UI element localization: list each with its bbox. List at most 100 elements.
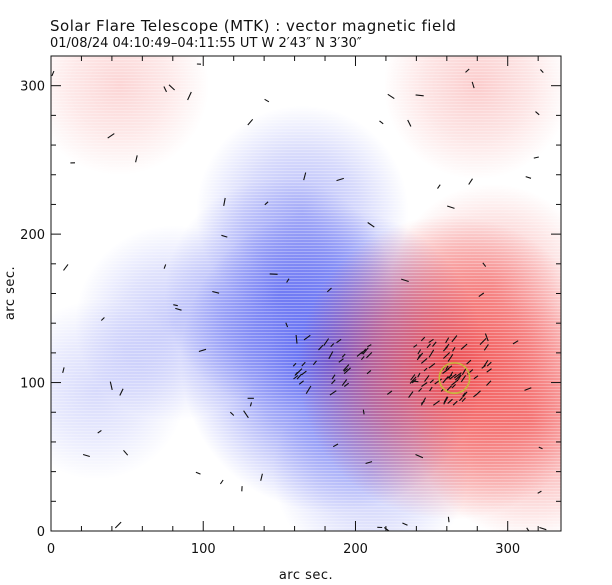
- field-vector: [367, 222, 375, 228]
- field-vector: [360, 356, 365, 361]
- field-vector: [114, 521, 122, 529]
- field-vector: [445, 337, 450, 344]
- field-vector: [123, 449, 129, 456]
- field-vector: [451, 384, 456, 389]
- field-vector: [247, 118, 254, 126]
- field-vector: [305, 385, 312, 394]
- field-vector: [418, 387, 423, 392]
- field-vector: [323, 338, 330, 346]
- x-tick-label: 200: [343, 542, 368, 557]
- field-vector: [442, 376, 449, 384]
- positive-polarity-region: [383, 56, 561, 180]
- field-vector: [387, 93, 395, 100]
- field-vector: [286, 278, 290, 283]
- field-vector: [525, 176, 532, 179]
- field-vector: [285, 322, 289, 328]
- field-vector: [187, 91, 192, 101]
- field-vector: [432, 341, 437, 347]
- field-vector: [331, 374, 336, 380]
- field-vector: [329, 390, 337, 396]
- field-vector: [356, 351, 364, 357]
- field-vector: [409, 376, 417, 384]
- field-vector: [424, 375, 430, 382]
- field-vector: [452, 347, 456, 352]
- field-vector: [301, 361, 306, 367]
- field-vector: [336, 177, 344, 182]
- field-vector: [447, 516, 450, 523]
- field-vector: [445, 365, 449, 371]
- field-vector: [449, 373, 457, 380]
- field-vector: [82, 453, 90, 458]
- field-vector: [62, 367, 65, 374]
- field-vector: [198, 348, 207, 353]
- field-vector: [462, 392, 466, 397]
- field-vector: [417, 349, 422, 355]
- field-vector: [434, 378, 443, 385]
- field-vector: [107, 133, 115, 139]
- y-tick-label: 100: [20, 377, 45, 392]
- field-vector: [135, 155, 138, 163]
- field-vector: [402, 522, 408, 526]
- positive-polarity-region: [390, 184, 561, 389]
- field-vector: [447, 398, 453, 404]
- field-vector: [366, 369, 372, 375]
- field-vector: [432, 400, 440, 406]
- field-vector: [295, 334, 298, 344]
- field-vector: [408, 391, 414, 398]
- field-vector: [459, 397, 463, 402]
- field-vector: [460, 375, 467, 383]
- field-vector: [423, 367, 428, 372]
- field-vector: [483, 344, 489, 351]
- field-vector: [524, 387, 532, 391]
- x-axis-label: arc sec.: [279, 568, 333, 583]
- field-vector: [303, 334, 311, 341]
- field-vector: [473, 375, 479, 380]
- field-vector: [420, 400, 425, 405]
- field-vector: [428, 362, 436, 369]
- field-vector: [466, 359, 472, 365]
- field-vector: [479, 338, 487, 345]
- field-vector: [312, 360, 317, 366]
- axes: 0 100 200 300 0 100 200 300: [20, 55, 562, 557]
- field-vector: [63, 264, 69, 271]
- field-vector: [343, 368, 348, 372]
- field-vector: [537, 490, 542, 494]
- field-vector: [533, 156, 539, 159]
- field-vector: [326, 287, 332, 293]
- field-vector: [429, 386, 433, 392]
- field-vector: [486, 361, 492, 367]
- field-vector: [428, 338, 434, 344]
- field-vector: [410, 374, 416, 381]
- field-vector: [526, 527, 530, 531]
- field-vector: [383, 527, 390, 531]
- field-vector: [437, 184, 441, 189]
- field-vector: [293, 375, 299, 380]
- field-vector: [451, 335, 458, 343]
- field-vector: [336, 338, 342, 344]
- field-vector: [411, 380, 419, 383]
- field-vector: [415, 453, 424, 459]
- field-vector: [330, 343, 335, 348]
- field-vector: [303, 172, 307, 181]
- field-vector: [453, 372, 462, 379]
- field-vector: [343, 367, 351, 375]
- field-vector: [442, 368, 450, 374]
- field-vector: [301, 370, 307, 376]
- field-vector: [212, 290, 220, 294]
- field-vector: [465, 68, 470, 73]
- field-vector: [219, 479, 224, 485]
- field-vector: [448, 371, 454, 379]
- field-vector: [294, 371, 298, 376]
- field-vector: [486, 368, 492, 373]
- field-vector: [260, 473, 263, 481]
- field-vector: [535, 111, 540, 116]
- chart-subtitle: 01/08/24 04:10:49–04:11:55 UT W 2′43″ N …: [50, 36, 362, 51]
- field-vector: [365, 461, 373, 465]
- field-vector: [447, 353, 454, 362]
- magnetic-field-map: [51, 56, 561, 531]
- field-vector: [243, 410, 249, 419]
- observation-date: 01/08/24: [50, 36, 109, 51]
- field-vector: [328, 351, 334, 360]
- field-vector: [452, 400, 458, 406]
- observation-time-range: 04:10:49–04:11:55 UT: [112, 36, 258, 51]
